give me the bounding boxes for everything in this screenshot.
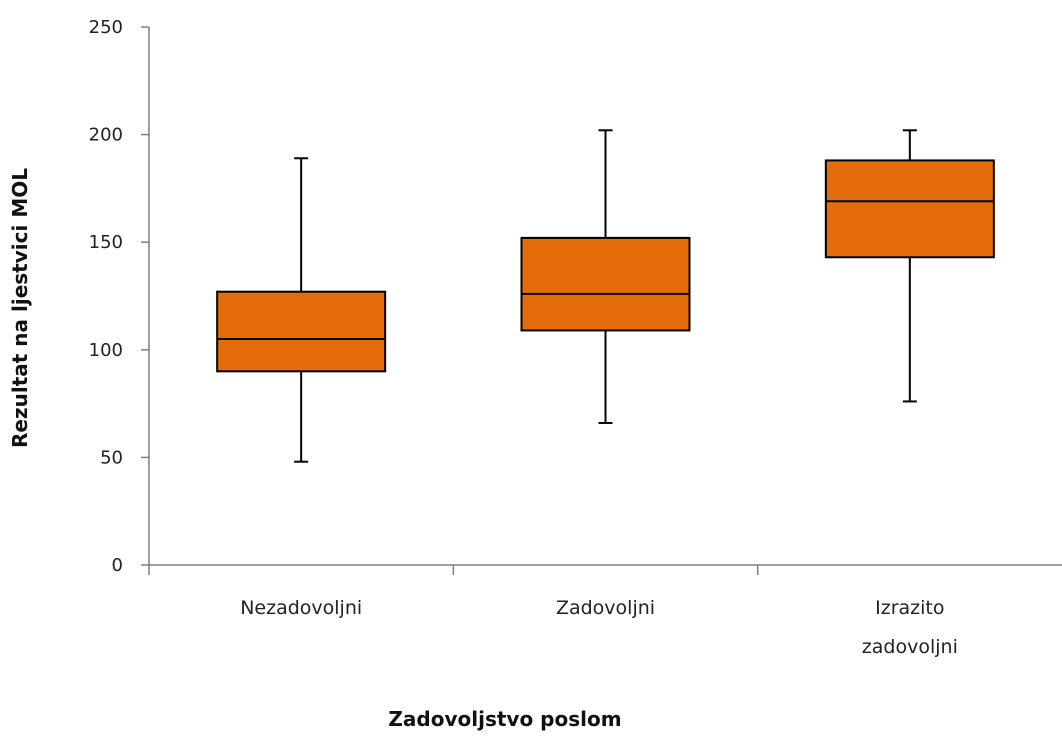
y-tick-label: 200 <box>89 125 123 146</box>
box-iqr <box>520 236 691 332</box>
y-tick-label: 0 <box>112 555 123 576</box>
box-iqr <box>216 290 387 373</box>
x-axis: Nezadovoljni Zadovoljni Izrazito zadovoljni <box>149 564 1062 658</box>
y-tick-label: 100 <box>89 340 123 361</box>
x-axis-title: Zadovoljstvo poslom <box>388 707 621 731</box>
category-label: Nezadovoljni <box>240 597 362 619</box>
y-tick-label: 250 <box>89 17 123 38</box>
y-tick-label: 50 <box>100 447 123 468</box>
y-axis: 0 50 100 150 200 250 <box>89 17 150 576</box>
boxes-group <box>216 129 995 463</box>
y-axis-title: Rezultat na ljestvici MOL <box>8 168 32 448</box>
box-iqr <box>824 159 995 259</box>
category-label: Zadovoljni <box>556 597 655 619</box>
category-label: Izrazito zadovoljni <box>862 597 958 658</box>
box-group <box>216 157 387 463</box>
y-tick-label: 150 <box>89 232 123 253</box>
box-group <box>824 129 995 403</box>
box-group <box>520 129 691 424</box>
